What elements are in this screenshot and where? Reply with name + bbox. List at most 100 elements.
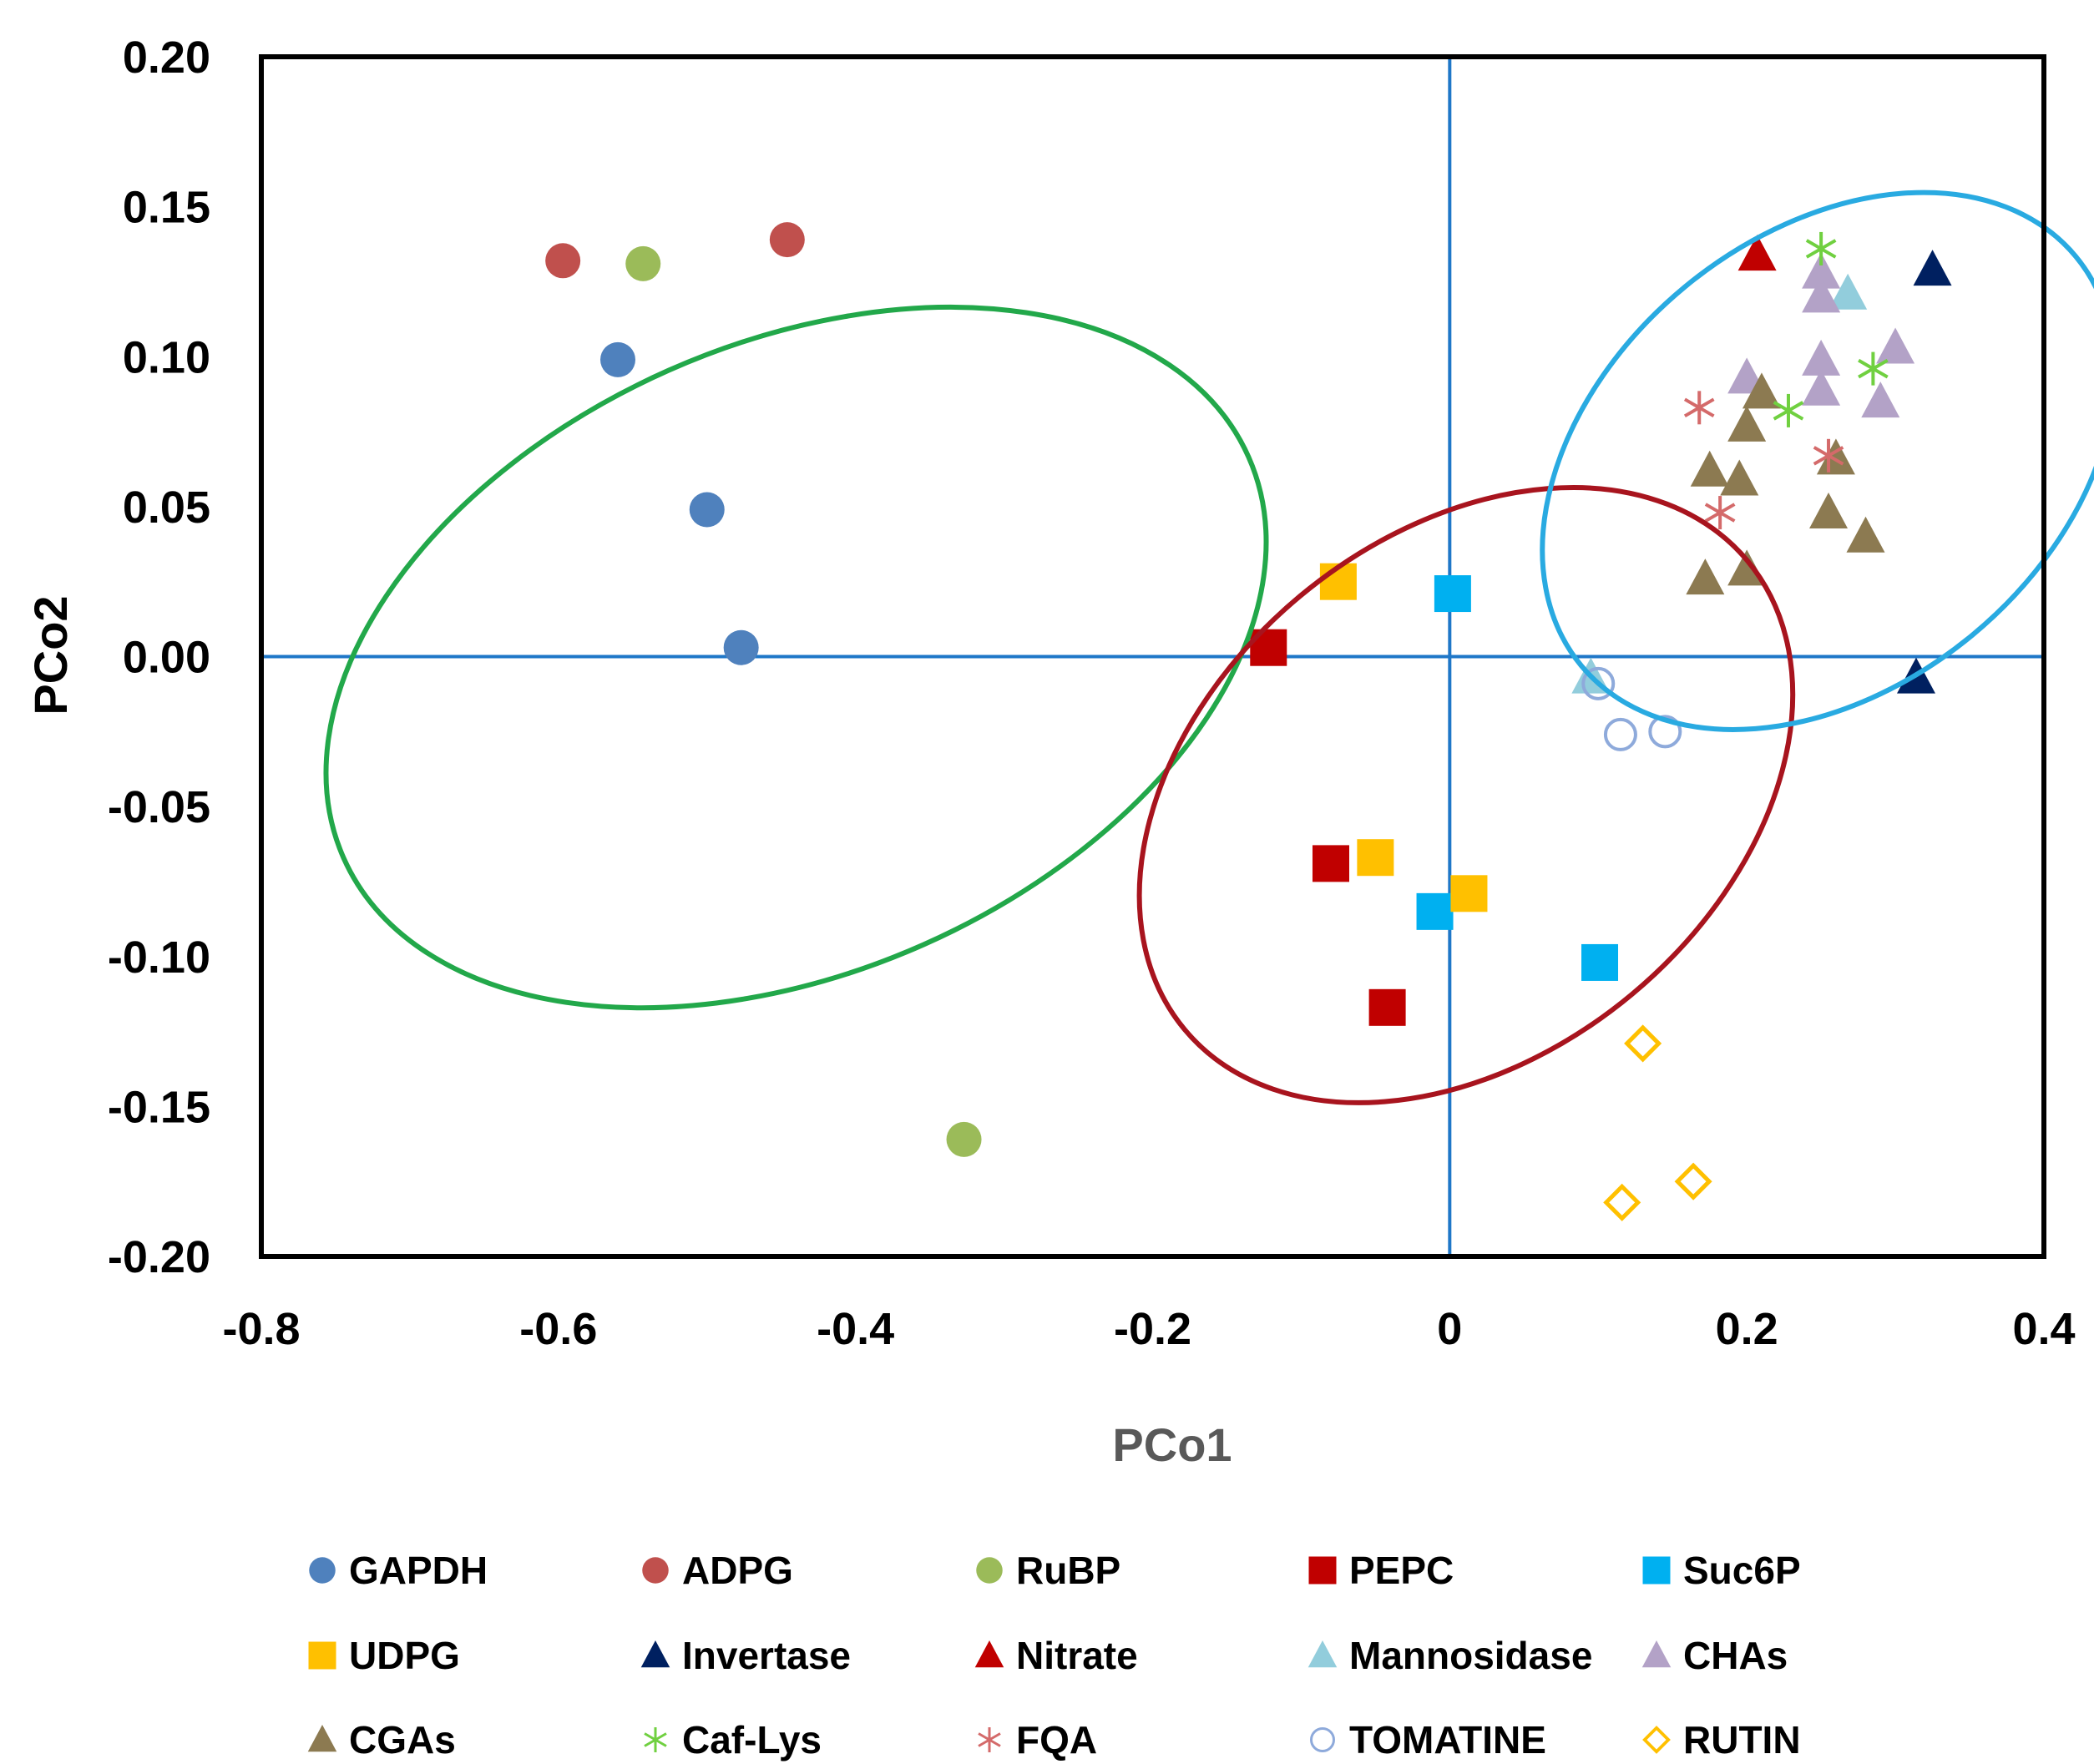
data-point-invertase — [1913, 250, 1952, 286]
data-point-udpg — [1357, 839, 1394, 877]
legend-swatch-udpg — [308, 1641, 336, 1670]
data-point-cgas — [1809, 493, 1849, 529]
legend-item-caf-lys: Caf-Lys — [644, 1718, 822, 1761]
data-point-fqa — [1813, 438, 1844, 473]
data-point-cgas — [1816, 438, 1855, 475]
legend-item-cgas: CGAs — [307, 1718, 456, 1761]
data-point-rutin — [1624, 1024, 1662, 1063]
data-point-rubp — [625, 245, 661, 281]
data-point-suc6p — [1416, 892, 1454, 930]
legend-swatch-gapdh — [309, 1557, 336, 1584]
data-point-rutin — [1603, 1183, 1641, 1221]
legend-swatch-nitrate — [974, 1640, 1004, 1668]
data-point-tomatine — [1603, 717, 1637, 751]
y-tick-label: 0.00 — [123, 633, 210, 683]
y-tick-label: 0.15 — [123, 183, 210, 233]
series-cgas — [1686, 372, 1885, 595]
data-point-udpg — [1450, 875, 1488, 912]
legend-item-chas: CHAs — [1641, 1634, 1788, 1677]
asterisk-stroke — [1683, 397, 1715, 418]
series-caf-lys — [1773, 231, 1889, 427]
data-point-mannosidase — [1828, 273, 1868, 310]
data-point-cgas — [1720, 459, 1759, 496]
data-point-nitrate — [1737, 235, 1777, 271]
legend-swatch-rubp — [976, 1557, 1003, 1584]
plot-frame — [259, 54, 2046, 1259]
legend-item-nitrate: Nitrate — [974, 1634, 1138, 1677]
data-point-tomatine — [1648, 715, 1682, 749]
x-tick-label: -0.4 — [817, 1304, 894, 1354]
x-axis-title: PCo1 — [1112, 1418, 1232, 1471]
legend-item-pepc: PEPC — [1308, 1549, 1454, 1592]
data-point-chas — [1802, 276, 1841, 313]
series-pepc — [1250, 629, 1406, 1026]
data-point-cgas — [1690, 450, 1729, 487]
data-point-chas — [1802, 369, 1841, 406]
data-point-chas — [1802, 339, 1841, 376]
legend-swatch-invertase — [640, 1640, 670, 1668]
series-gapdh — [600, 341, 759, 665]
data-point-cgas — [1727, 405, 1767, 442]
data-point-caf-lys — [1773, 393, 1804, 427]
data-point-chas — [1802, 252, 1841, 289]
legend-label-adpg: ADPG — [682, 1549, 793, 1592]
legend-swatch-tomatine — [1310, 1727, 1335, 1752]
data-point-cgas — [1686, 559, 1725, 595]
legend-item-adpg: ADPG — [642, 1549, 793, 1592]
plot-area — [259, 54, 2094, 1259]
legend-item-fqa: FQA — [978, 1718, 1097, 1761]
legend-swatch-caf-lys — [644, 1727, 667, 1752]
red-cluster-ellipse — [1136, 485, 1796, 1105]
legend-label-udpg: UDPG — [349, 1634, 460, 1677]
series-suc6p — [1416, 575, 1619, 981]
asterisk-stroke — [1805, 239, 1837, 259]
data-point-gapdh — [689, 492, 725, 528]
legend-label-tomatine: TOMATINE — [1349, 1718, 1546, 1761]
y-tick-label: -0.05 — [108, 782, 210, 832]
y-tick-label: 0.10 — [123, 332, 210, 382]
series-rutin — [1603, 1024, 1712, 1221]
legend-swatch-pepc — [1308, 1556, 1337, 1585]
y-tick-label: 0.20 — [123, 33, 210, 83]
legend-label-fqa: FQA — [1016, 1718, 1097, 1761]
asterisk-stroke — [1773, 401, 1804, 421]
data-point-gapdh — [723, 629, 759, 665]
legend-label-rutin: RUTIN — [1683, 1718, 1801, 1761]
asterisk-stroke — [1813, 446, 1844, 466]
data-point-gapdh — [600, 341, 635, 377]
x-tick-label: -0.8 — [222, 1304, 300, 1354]
series-nitrate — [1737, 235, 1777, 271]
legend-label-cgas: CGAs — [349, 1718, 456, 1761]
series-rubp — [625, 245, 982, 1157]
legend-item-udpg: UDPG — [308, 1634, 460, 1677]
data-point-rubp — [946, 1121, 982, 1157]
blue-cluster-ellipse — [1540, 190, 2094, 732]
data-point-suc6p — [1581, 943, 1619, 981]
green-cluster-ellipse — [323, 305, 1269, 1011]
series-adpg — [545, 222, 805, 279]
x-tick-label: -0.6 — [519, 1304, 597, 1354]
legend-swatch-suc6p — [1642, 1556, 1671, 1585]
data-point-tomatine — [1581, 666, 1616, 700]
legend-item-rubp: RuBP — [976, 1549, 1120, 1592]
legend-swatch-chas — [1641, 1640, 1672, 1668]
data-point-fqa — [1704, 496, 1736, 530]
legend-swatch-cgas — [307, 1725, 337, 1752]
y-axis-title: PCo2 — [24, 595, 77, 715]
legend-swatch-rutin — [1642, 1726, 1671, 1754]
legend-item-rutin: RUTIN — [1642, 1718, 1801, 1761]
asterisk-stroke — [978, 1732, 1001, 1747]
legend-item-tomatine: TOMATINE — [1310, 1718, 1546, 1761]
y-tick-label: -0.20 — [108, 1232, 210, 1282]
series-invertase — [1896, 250, 1952, 694]
x-tick-label: 0 — [1437, 1304, 1462, 1354]
legend-label-nitrate: Nitrate — [1016, 1634, 1138, 1677]
axis-ticks: -0.8 -0.6 -0.4 -0.2 0 0.2 0.40.200.150.100.050… — [108, 33, 2076, 1354]
legend-item-mannosidase: Mannosidase — [1307, 1634, 1592, 1677]
x-tick-label: -0.2 — [1114, 1304, 1191, 1354]
x-tick-label: 0.2 — [1716, 1304, 1778, 1354]
series-chas — [1727, 252, 1915, 418]
legend-item-suc6p: Suc6P — [1642, 1549, 1801, 1592]
legend-item-gapdh: GAPDH — [309, 1549, 488, 1592]
